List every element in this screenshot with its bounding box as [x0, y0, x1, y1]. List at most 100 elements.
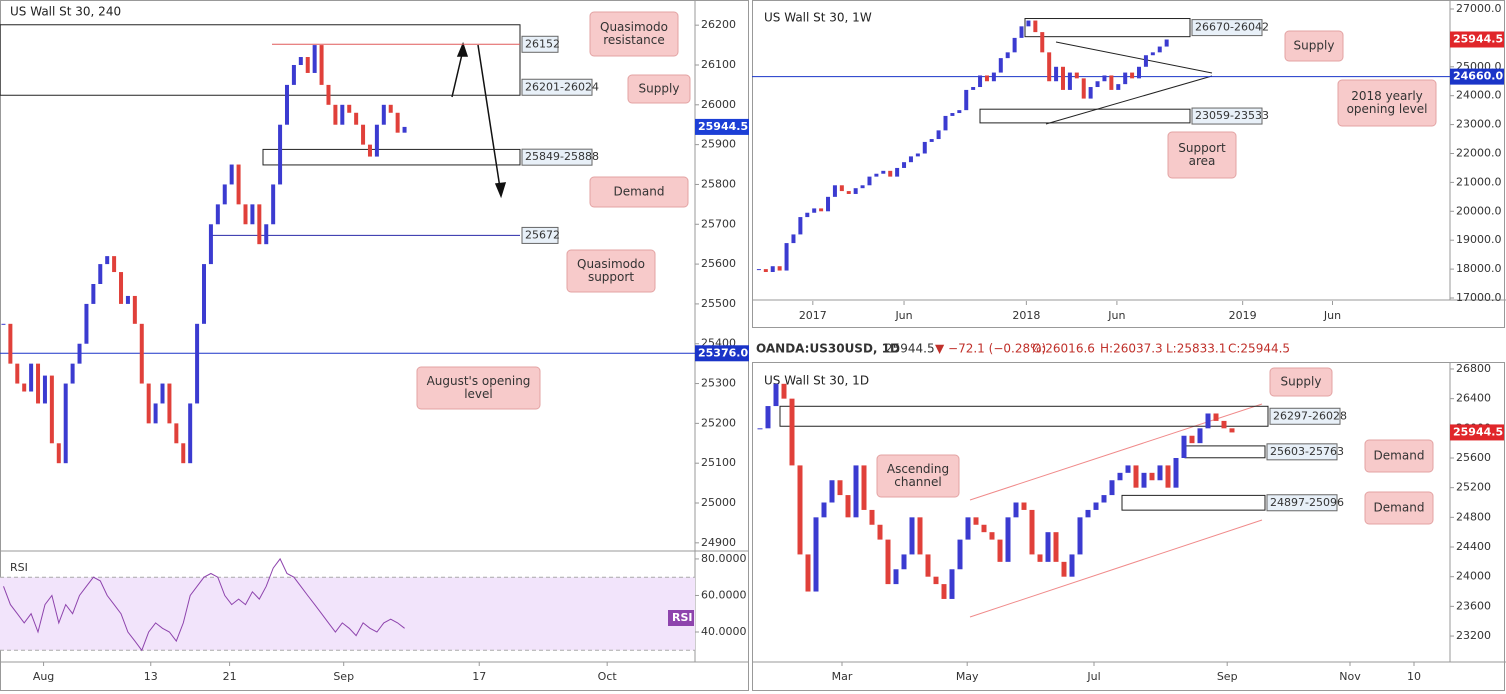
candle: [1067, 72, 1072, 90]
y-tick-label: 23600: [1456, 599, 1491, 612]
x-tick-label: Jun: [1107, 309, 1125, 322]
candle: [853, 188, 858, 194]
candle: [1012, 37, 1017, 53]
candle: [160, 383, 165, 404]
candle: [1029, 509, 1035, 555]
zone-label: 25849-25888: [525, 150, 599, 163]
candle: [902, 162, 907, 168]
callout-text: resistance: [603, 33, 665, 47]
candle: [853, 465, 859, 518]
candle: [29, 363, 34, 392]
candle: [36, 363, 41, 404]
header: OANDA:US30USD, 1D 25944.5 ▼ −72.1 (−0.28…: [756, 342, 1290, 356]
low: L:25833.1: [1166, 342, 1226, 356]
candle: [1157, 46, 1162, 53]
high: H:26037.3: [1100, 342, 1163, 356]
callout: [1269, 367, 1333, 397]
candle: [915, 153, 920, 157]
zone-label-box: [1266, 494, 1338, 512]
candle: [1130, 72, 1135, 79]
candle: [798, 217, 803, 235]
candle: [291, 64, 296, 85]
candle: [1143, 55, 1148, 67]
candle: [236, 164, 241, 205]
candle: [860, 185, 865, 189]
candle: [1005, 517, 1011, 562]
candle: [826, 196, 831, 212]
candle: [1101, 495, 1107, 503]
open: O:26016.6: [1032, 342, 1095, 356]
candle: [56, 443, 61, 464]
candle: [971, 87, 976, 90]
candle: [1037, 554, 1043, 562]
triangle: [1045, 41, 1213, 125]
candle: [112, 256, 117, 273]
candle: [1213, 413, 1219, 421]
candle: [298, 57, 303, 65]
candle: [885, 539, 891, 585]
rsi-badge: [668, 610, 694, 626]
y-tick-label: 26000: [701, 98, 736, 111]
x-tick-label: 21: [223, 670, 237, 683]
chart-title: US Wall St 30, 1W: [764, 11, 872, 25]
price-tag-label: 25944.5: [698, 120, 748, 133]
callout-text: Demand: [614, 185, 665, 199]
candle: [989, 532, 995, 540]
candle: [42, 375, 47, 404]
candle: [984, 75, 989, 82]
candle: [901, 554, 907, 570]
callout: [1167, 131, 1237, 179]
x-tick-label: Aug: [33, 670, 54, 683]
candle: [1189, 435, 1195, 444]
callout: [627, 74, 691, 104]
callout-text: Supply: [639, 82, 680, 96]
candle: [271, 184, 276, 225]
x-tick-label: 17: [472, 670, 486, 683]
y-tick-label: 24900: [701, 536, 736, 549]
candle: [1074, 72, 1079, 79]
x-tick-label: 10: [1407, 670, 1421, 683]
y-tick-label: 25700: [701, 217, 736, 230]
candle: [125, 295, 130, 304]
callout-text: 2018 yearly: [1351, 89, 1423, 103]
candle: [22, 383, 27, 392]
change: ▼ −72.1 (−0.28%): [935, 342, 1046, 356]
symbol: OANDA:US30USD, 1D: [756, 342, 900, 356]
callout-text: Quasimodo: [577, 257, 645, 271]
y-tick-label: 25200: [701, 416, 736, 429]
candle: [1047, 52, 1052, 82]
price-tag-label: 25944.5: [1453, 425, 1503, 438]
y-tick-label: 25200: [1456, 481, 1491, 494]
candle: [63, 383, 68, 464]
callout-text: Support: [1178, 141, 1226, 155]
candle: [167, 383, 172, 424]
candle: [139, 323, 144, 384]
candle: [789, 398, 795, 466]
candle: [188, 403, 193, 464]
candle: [1197, 428, 1203, 444]
candle: [781, 383, 787, 399]
candle: [1081, 78, 1086, 99]
candle: [925, 554, 931, 577]
candle: [1060, 66, 1065, 90]
x-tick-label: 2019: [1229, 309, 1257, 322]
candle: [922, 141, 927, 154]
candle: [132, 295, 137, 324]
y-tick-label: 25100: [701, 456, 736, 469]
callout: [876, 454, 960, 498]
candle: [757, 428, 763, 430]
channel: [969, 403, 1263, 618]
candle: [998, 58, 1003, 73]
candle: [374, 124, 379, 157]
candle: [941, 584, 947, 599]
rsi-badge-label: RSI: [672, 611, 693, 624]
callout: [589, 176, 689, 208]
candle: [1141, 472, 1147, 488]
candle: [229, 164, 234, 185]
y-tick-label: 26400: [1456, 392, 1491, 405]
zone-label-box: [1266, 443, 1338, 461]
candle: [222, 184, 227, 205]
candle: [832, 185, 837, 197]
candle: [77, 343, 82, 364]
candle: [1165, 465, 1171, 488]
